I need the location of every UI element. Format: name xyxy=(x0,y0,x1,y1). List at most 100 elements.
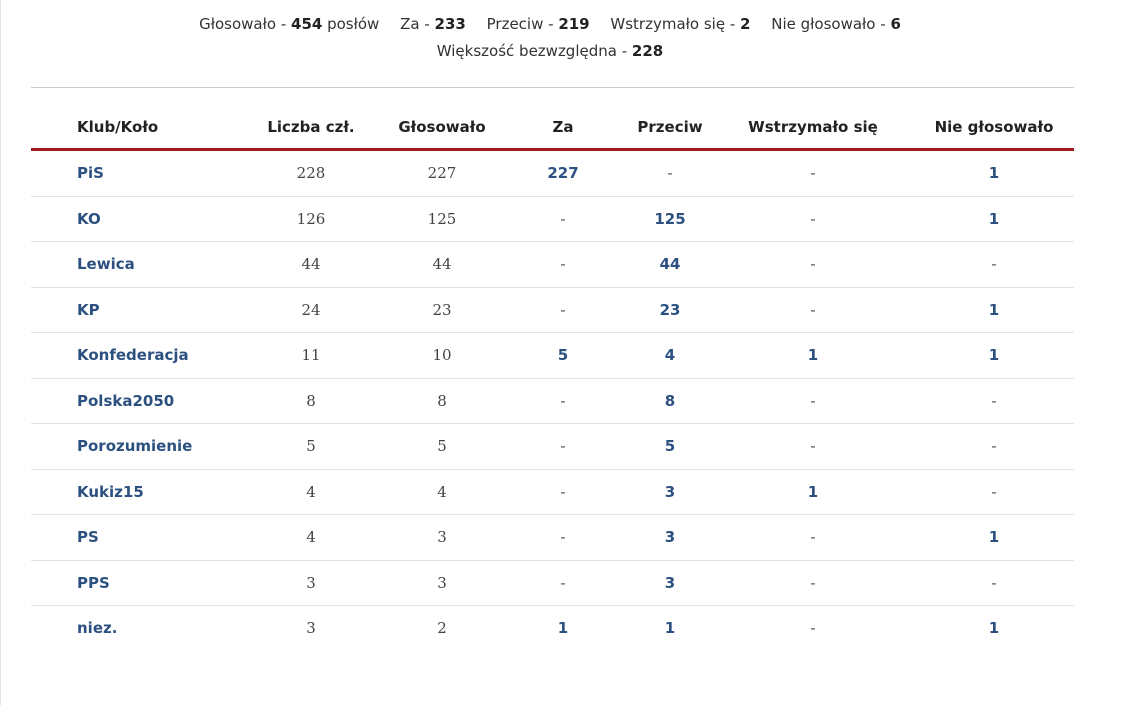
members-count: 4 xyxy=(236,469,386,515)
wstrzymalo-count[interactable]: 1 xyxy=(712,332,914,379)
wstrzymalo-count: - xyxy=(712,423,914,470)
voted-count: 227 xyxy=(386,149,498,197)
przeciw-count[interactable]: 8 xyxy=(628,378,712,424)
members-count: 228 xyxy=(236,149,386,197)
table-body: PiS 228 227 227- -1 KO 126 125-125-1 Lewica 44 44-… xyxy=(31,149,1074,651)
club-link[interactable]: KO xyxy=(31,196,236,242)
club-link[interactable]: Polska2050 xyxy=(31,378,236,424)
nie-glosowalo-count[interactable]: 1 xyxy=(914,196,1074,242)
club-link[interactable]: Konfederacja xyxy=(31,332,236,379)
za-count: - xyxy=(498,514,628,561)
table-row: PPS 3 3-3- - xyxy=(31,560,1074,606)
members-count: 24 xyxy=(236,287,386,333)
nie-glosowalo-count: - xyxy=(914,469,1074,515)
voted-count: 23 xyxy=(386,287,498,333)
voted-count: 5 xyxy=(386,423,498,470)
members-count: 11 xyxy=(236,332,386,379)
nie-glosowalo-count[interactable]: 1 xyxy=(988,619,1000,638)
club-link[interactable]: PPS xyxy=(31,560,236,606)
przeciw-count[interactable]: 3 xyxy=(628,469,712,515)
wstrzymalo-count: - xyxy=(810,619,816,638)
za-count[interactable]: 1 xyxy=(557,619,569,638)
voted-count: 8 xyxy=(386,378,498,424)
voted-count: 125 xyxy=(386,196,498,242)
members-count: 3 xyxy=(236,560,386,606)
nie-glosowalo-count[interactable]: 1 xyxy=(914,287,1074,333)
divider xyxy=(31,87,1074,88)
za-count[interactable]: 5 xyxy=(498,332,628,379)
members-count: 3 xyxy=(306,619,316,638)
page-left-border xyxy=(0,0,1,705)
table-row: Porozumienie 5 5-5- - xyxy=(31,423,1074,470)
vote-summary: Głosowało - 454 posłów Za - 233 Przeciw … xyxy=(0,15,1100,33)
za-count: - xyxy=(498,423,628,470)
wstrzymalo-count: - xyxy=(712,514,914,561)
header-nie-glosowalo: Nie głosowało xyxy=(914,106,1074,151)
header-club: Klub/Koło xyxy=(31,106,236,151)
header-za: Za xyxy=(498,106,628,151)
club-link[interactable]: niez. xyxy=(77,619,118,638)
voted-count: 4 xyxy=(386,469,498,515)
nie-glosowalo-count: - xyxy=(914,241,1074,288)
club-link[interactable]: KP xyxy=(31,287,236,333)
members-count: 8 xyxy=(236,378,386,424)
nie-glosowalo-count[interactable]: 1 xyxy=(914,514,1074,561)
przeciw-count[interactable]: 125 xyxy=(628,196,712,242)
nie-glosowalo-count[interactable]: 1 xyxy=(914,149,1074,197)
przeciw-count[interactable]: 44 xyxy=(628,241,712,288)
za-count: - xyxy=(498,378,628,424)
members-count: 5 xyxy=(236,423,386,470)
przeciw-count: - xyxy=(628,149,712,197)
voted-count: 10 xyxy=(386,332,498,379)
members-count: 126 xyxy=(236,196,386,242)
wstrzymalo-count: - xyxy=(712,196,914,242)
voted-count: 3 xyxy=(386,514,498,561)
wstrzymalo-count: - xyxy=(712,241,914,288)
header-voted: Głosowało xyxy=(386,106,498,151)
club-link[interactable]: PiS xyxy=(31,149,236,197)
za-count[interactable]: 227 xyxy=(498,149,628,197)
summary-voted: Głosowało - 454 posłów xyxy=(199,15,380,33)
nie-glosowalo-count[interactable]: 1 xyxy=(914,332,1074,379)
members-count: 44 xyxy=(236,241,386,288)
za-count: - xyxy=(498,560,628,606)
summary-za: Za - 233 xyxy=(400,15,466,33)
wstrzymalo-count[interactable]: 1 xyxy=(712,469,914,515)
voted-count: 2 xyxy=(437,619,447,638)
przeciw-count[interactable]: 23 xyxy=(628,287,712,333)
table-row: PiS 228 227 227- -1 xyxy=(31,149,1074,197)
table-header-row: Klub/Koło Liczba czł. Głosowało Za Przec… xyxy=(31,106,1074,151)
club-link[interactable]: PS xyxy=(31,514,236,561)
wstrzymalo-count: - xyxy=(712,287,914,333)
nie-glosowalo-count: - xyxy=(914,560,1074,606)
table-row: niez. 3 2 1 1 - 1 xyxy=(31,606,1074,651)
table-row: Konfederacja 11 10 5 4 1 1 xyxy=(31,332,1074,379)
members-count: 4 xyxy=(236,514,386,561)
club-link[interactable]: Lewica xyxy=(31,241,236,288)
table-row: KO 126 125-125-1 xyxy=(31,196,1074,242)
header-members: Liczba czł. xyxy=(236,106,386,151)
za-count: - xyxy=(498,287,628,333)
przeciw-count[interactable]: 3 xyxy=(628,560,712,606)
table-row: Lewica 44 44-44- - xyxy=(31,241,1074,288)
za-count: - xyxy=(498,196,628,242)
za-count: - xyxy=(498,469,628,515)
summary-nie-glosowalo: Nie głosowało - 6 xyxy=(771,15,901,33)
header-przeciw: Przeciw xyxy=(628,106,712,151)
club-link[interactable]: Porozumienie xyxy=(31,423,236,470)
przeciw-count[interactable]: 5 xyxy=(628,423,712,470)
club-votes-table: Klub/Koło Liczba czł. Głosowało Za Przec… xyxy=(31,106,1074,651)
przeciw-count[interactable]: 3 xyxy=(628,514,712,561)
club-link[interactable]: Kukiz15 xyxy=(31,469,236,515)
table-row: Polska2050 8 8-8- - xyxy=(31,378,1074,424)
table-row: PS 4 3-3-1 xyxy=(31,514,1074,561)
przeciw-count[interactable]: 1 xyxy=(664,619,676,638)
wstrzymalo-count: - xyxy=(712,149,914,197)
przeciw-count[interactable]: 4 xyxy=(628,332,712,379)
summary-wstrzymalo: Wstrzymało się - 2 xyxy=(610,15,751,33)
za-count: - xyxy=(498,241,628,288)
majority-summary: Większość bezwzględna - 228 xyxy=(436,42,664,60)
wstrzymalo-count: - xyxy=(712,378,914,424)
voted-count: 3 xyxy=(386,560,498,606)
nie-glosowalo-count: - xyxy=(914,378,1074,424)
